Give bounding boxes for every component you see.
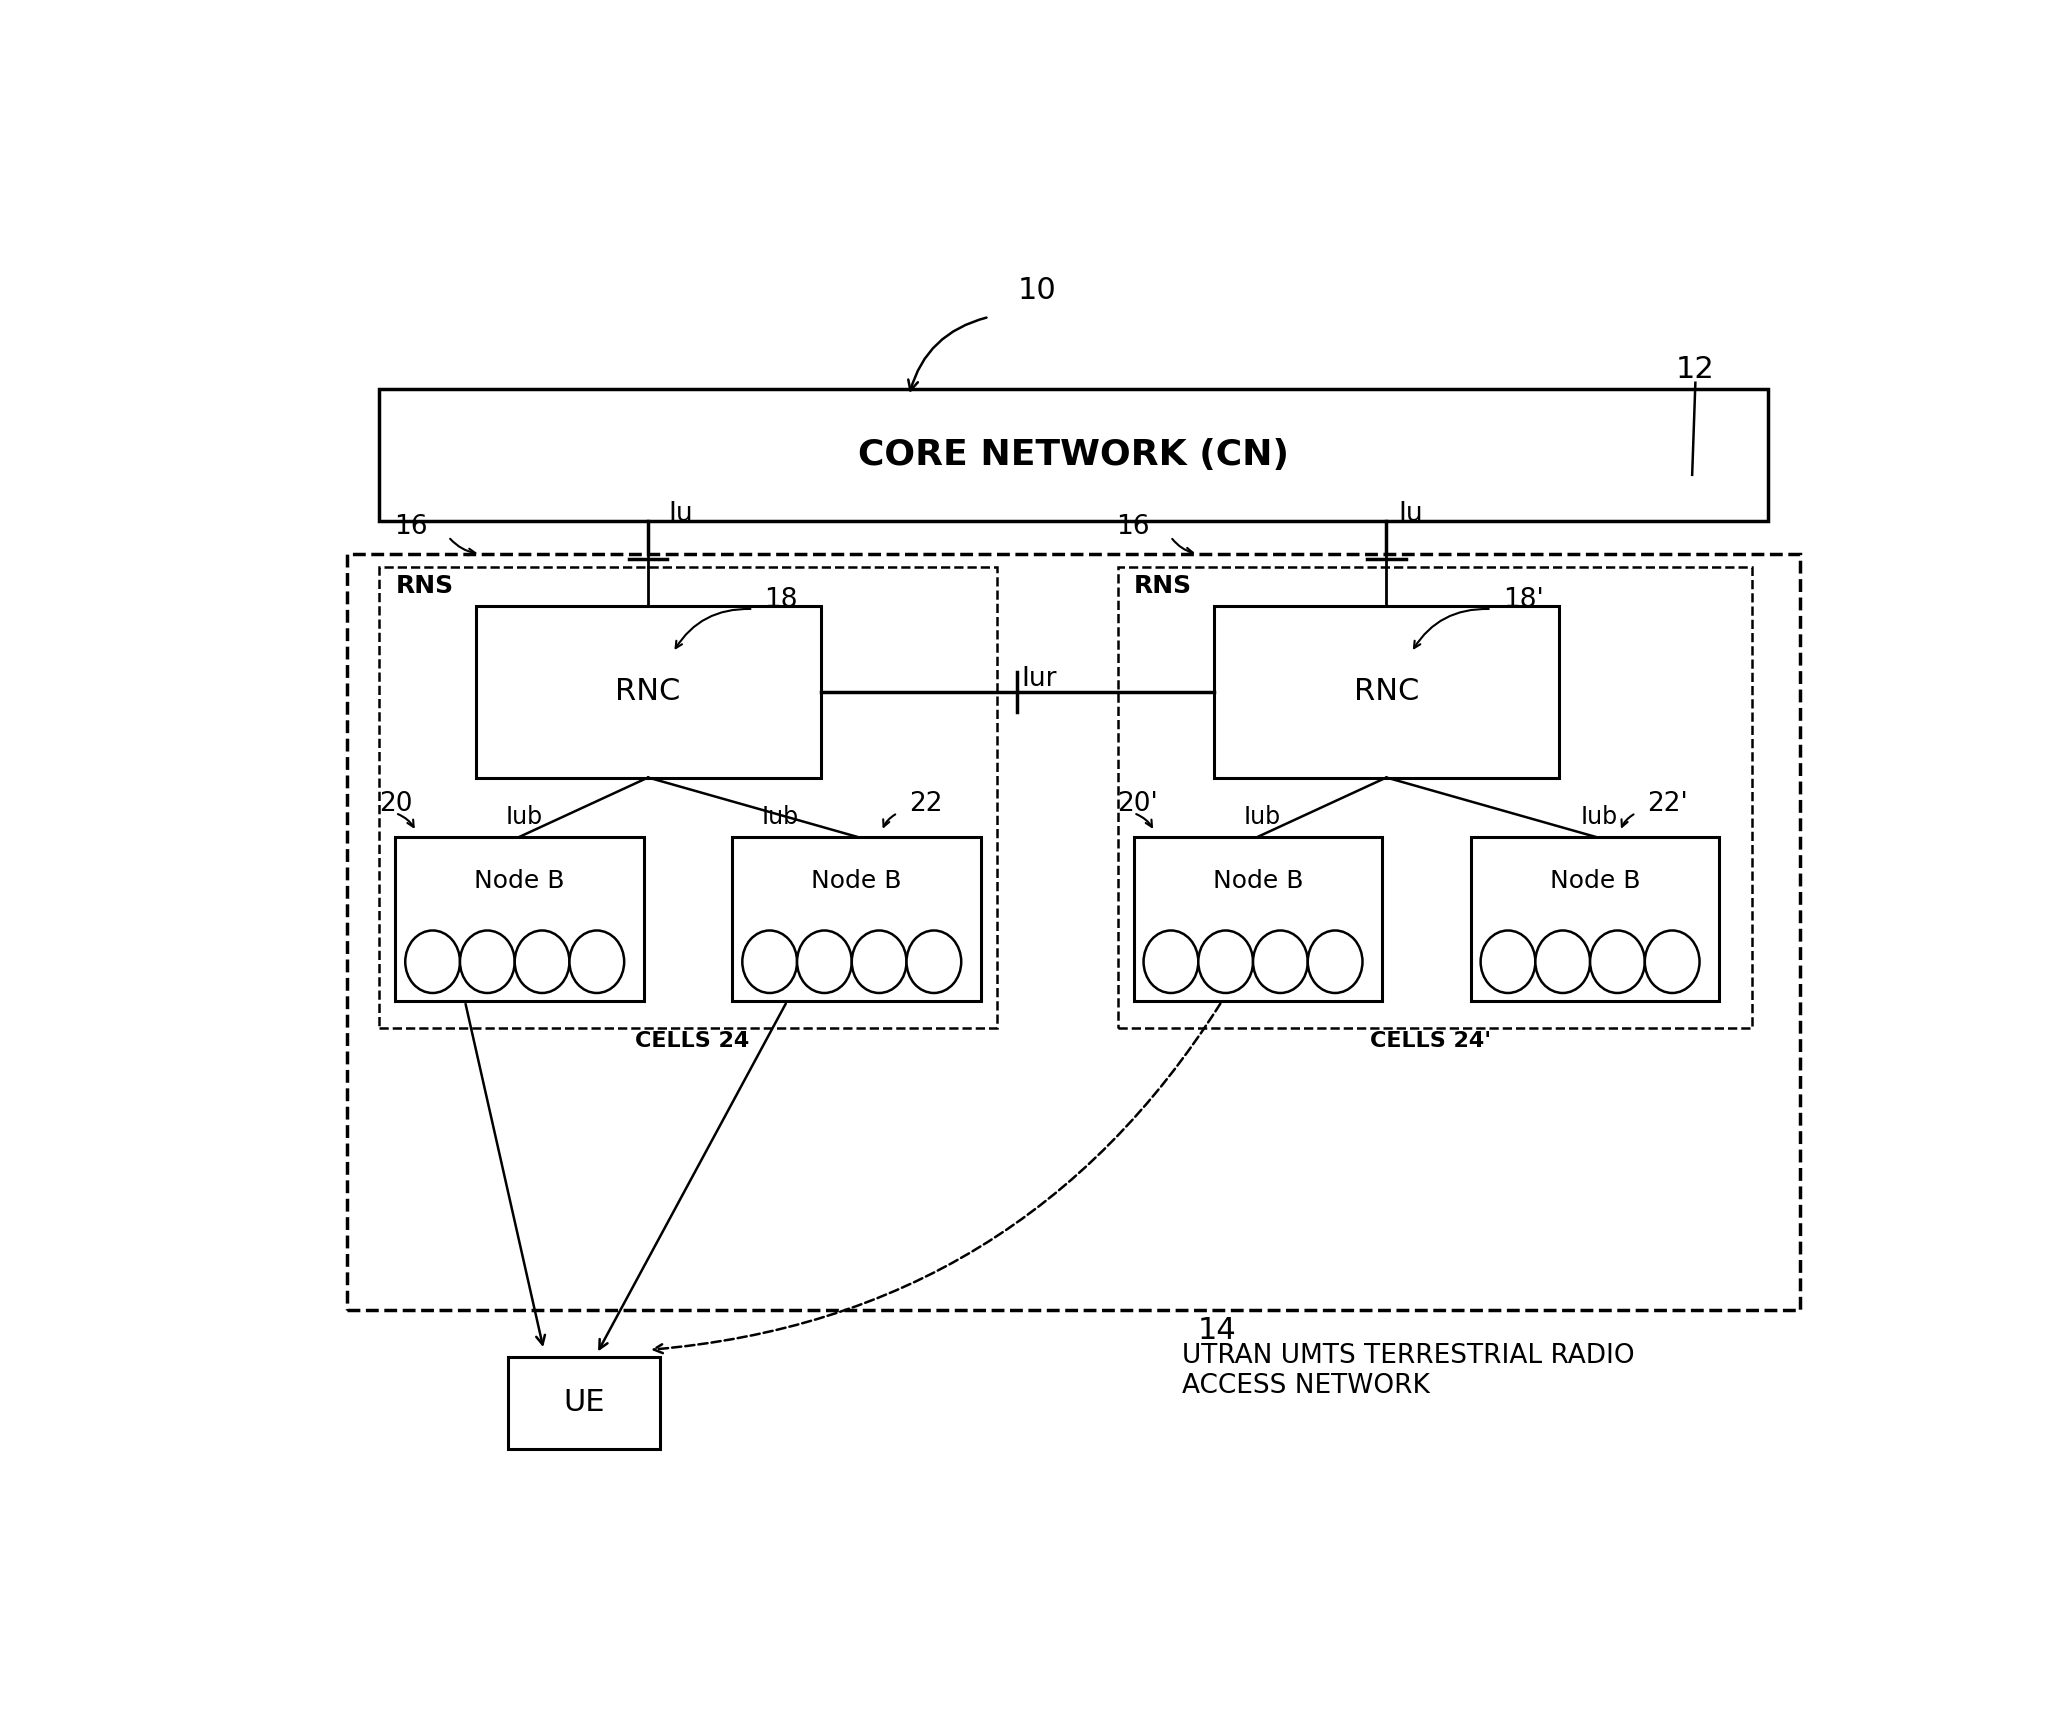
Text: 18': 18' bbox=[1504, 586, 1543, 614]
Ellipse shape bbox=[1253, 930, 1307, 993]
Ellipse shape bbox=[406, 930, 460, 993]
FancyArrowPatch shape bbox=[1172, 538, 1193, 554]
Text: CELLS 24: CELLS 24 bbox=[636, 1031, 750, 1051]
Text: RNC: RNC bbox=[615, 677, 681, 706]
Text: Iur: Iur bbox=[1021, 667, 1056, 692]
Bar bbox=[379, 567, 998, 1027]
FancyArrowPatch shape bbox=[654, 1003, 1220, 1354]
Bar bbox=[1470, 837, 1719, 1001]
Text: CELLS 24': CELLS 24' bbox=[1371, 1031, 1491, 1051]
Text: CORE NETWORK (CN): CORE NETWORK (CN) bbox=[857, 438, 1288, 472]
Ellipse shape bbox=[1307, 930, 1363, 993]
Ellipse shape bbox=[1143, 930, 1199, 993]
Text: 16: 16 bbox=[1116, 514, 1149, 540]
Ellipse shape bbox=[797, 930, 851, 993]
Text: 20: 20 bbox=[379, 791, 412, 817]
Ellipse shape bbox=[1535, 930, 1591, 993]
Ellipse shape bbox=[741, 930, 797, 993]
Text: 16: 16 bbox=[393, 514, 427, 540]
Text: Iub: Iub bbox=[505, 805, 543, 829]
Text: RNS: RNS bbox=[396, 574, 454, 598]
Ellipse shape bbox=[516, 930, 570, 993]
Text: Node B: Node B bbox=[474, 870, 565, 894]
Bar bbox=[476, 607, 820, 778]
FancyArrowPatch shape bbox=[675, 608, 750, 648]
Bar bbox=[507, 1357, 661, 1449]
Ellipse shape bbox=[851, 930, 907, 993]
Bar bbox=[1118, 567, 1752, 1027]
Text: UTRAN UMTS TERRESTRIAL RADIO
ACCESS NETWORK: UTRAN UMTS TERRESTRIAL RADIO ACCESS NETW… bbox=[1183, 1343, 1634, 1400]
Text: Iub: Iub bbox=[1580, 805, 1617, 829]
Ellipse shape bbox=[907, 930, 961, 993]
Ellipse shape bbox=[460, 930, 516, 993]
Bar bbox=[379, 390, 1769, 521]
Bar bbox=[1133, 837, 1383, 1001]
Text: Node B: Node B bbox=[1549, 870, 1640, 894]
Text: Iub: Iub bbox=[1243, 805, 1280, 829]
Text: RNC: RNC bbox=[1354, 677, 1419, 706]
Text: Node B: Node B bbox=[812, 870, 903, 894]
FancyArrowPatch shape bbox=[398, 813, 414, 827]
Text: Node B: Node B bbox=[1214, 870, 1303, 894]
Text: 18: 18 bbox=[764, 586, 797, 614]
Text: RNS: RNS bbox=[1133, 574, 1191, 598]
Ellipse shape bbox=[1644, 930, 1700, 993]
Text: 14: 14 bbox=[1197, 1316, 1236, 1345]
Bar bbox=[1214, 607, 1559, 778]
Text: 20': 20' bbox=[1118, 791, 1158, 817]
FancyArrowPatch shape bbox=[1414, 608, 1489, 648]
Ellipse shape bbox=[570, 930, 623, 993]
Ellipse shape bbox=[1199, 930, 1253, 993]
Text: UE: UE bbox=[563, 1388, 605, 1417]
Text: 10: 10 bbox=[1019, 277, 1056, 306]
Ellipse shape bbox=[1481, 930, 1535, 993]
Text: 22: 22 bbox=[909, 791, 942, 817]
FancyArrowPatch shape bbox=[1137, 813, 1151, 827]
FancyArrowPatch shape bbox=[882, 815, 895, 827]
Text: Iu: Iu bbox=[1398, 501, 1423, 528]
Text: 12: 12 bbox=[1675, 355, 1715, 385]
Bar bbox=[733, 837, 982, 1001]
Bar bbox=[348, 554, 1800, 1311]
Text: 22': 22' bbox=[1646, 791, 1688, 817]
FancyArrowPatch shape bbox=[909, 318, 986, 391]
Bar bbox=[396, 837, 644, 1001]
Text: Iu: Iu bbox=[669, 501, 694, 528]
FancyArrowPatch shape bbox=[1622, 815, 1634, 827]
Text: Iub: Iub bbox=[762, 805, 799, 829]
Ellipse shape bbox=[1591, 930, 1644, 993]
FancyArrowPatch shape bbox=[449, 538, 476, 555]
FancyArrowPatch shape bbox=[466, 1003, 545, 1345]
FancyArrowPatch shape bbox=[599, 1003, 785, 1348]
